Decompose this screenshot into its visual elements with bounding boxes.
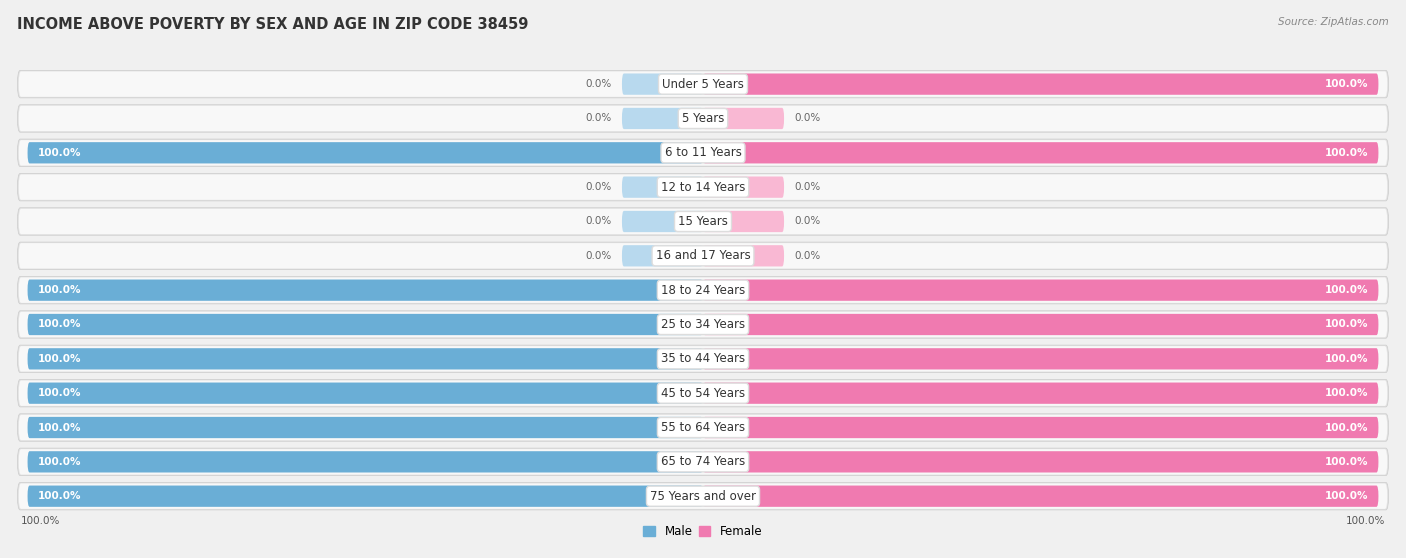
FancyBboxPatch shape [28,417,703,438]
FancyBboxPatch shape [18,483,1388,509]
FancyBboxPatch shape [18,140,1388,166]
FancyBboxPatch shape [28,314,703,335]
FancyBboxPatch shape [18,381,1388,406]
Text: 100.0%: 100.0% [1324,388,1368,398]
FancyBboxPatch shape [18,243,1388,268]
FancyBboxPatch shape [17,448,1389,475]
Text: 100.0%: 100.0% [1346,516,1385,526]
FancyBboxPatch shape [703,108,785,129]
FancyBboxPatch shape [17,414,1389,441]
FancyBboxPatch shape [703,176,785,198]
Text: 100.0%: 100.0% [21,516,60,526]
Text: 25 to 34 Years: 25 to 34 Years [661,318,745,331]
Text: 0.0%: 0.0% [585,217,612,227]
Text: 65 to 74 Years: 65 to 74 Years [661,455,745,468]
Text: INCOME ABOVE POVERTY BY SEX AND AGE IN ZIP CODE 38459: INCOME ABOVE POVERTY BY SEX AND AGE IN Z… [17,17,529,32]
FancyBboxPatch shape [703,211,785,232]
Text: 100.0%: 100.0% [38,457,82,467]
FancyBboxPatch shape [17,105,1389,132]
FancyBboxPatch shape [17,208,1389,235]
Text: 100.0%: 100.0% [1324,422,1368,432]
Text: Under 5 Years: Under 5 Years [662,78,744,90]
FancyBboxPatch shape [703,383,1378,404]
Legend: Male, Female: Male, Female [638,521,768,543]
Text: 6 to 11 Years: 6 to 11 Years [665,146,741,159]
FancyBboxPatch shape [28,451,703,473]
Text: 100.0%: 100.0% [38,148,82,158]
Text: 100.0%: 100.0% [38,388,82,398]
Text: 0.0%: 0.0% [585,79,612,89]
FancyBboxPatch shape [703,245,785,267]
Text: 55 to 64 Years: 55 to 64 Years [661,421,745,434]
FancyBboxPatch shape [17,70,1389,98]
FancyBboxPatch shape [621,108,703,129]
FancyBboxPatch shape [17,242,1389,270]
FancyBboxPatch shape [17,276,1389,304]
FancyBboxPatch shape [17,483,1389,510]
Text: 18 to 24 Years: 18 to 24 Years [661,283,745,297]
FancyBboxPatch shape [18,175,1388,200]
FancyBboxPatch shape [703,485,1378,507]
FancyBboxPatch shape [703,314,1378,335]
FancyBboxPatch shape [17,139,1389,166]
FancyBboxPatch shape [28,348,703,369]
Text: 100.0%: 100.0% [1324,285,1368,295]
Text: 100.0%: 100.0% [38,354,82,364]
Text: 35 to 44 Years: 35 to 44 Years [661,352,745,365]
FancyBboxPatch shape [18,277,1388,303]
Text: 45 to 54 Years: 45 to 54 Years [661,387,745,400]
Text: 100.0%: 100.0% [1324,320,1368,329]
Text: 100.0%: 100.0% [1324,148,1368,158]
FancyBboxPatch shape [621,245,703,267]
FancyBboxPatch shape [703,280,1378,301]
Text: 0.0%: 0.0% [585,113,612,123]
FancyBboxPatch shape [18,312,1388,337]
FancyBboxPatch shape [28,383,703,404]
FancyBboxPatch shape [703,348,1378,369]
Text: 0.0%: 0.0% [585,182,612,192]
Text: 100.0%: 100.0% [38,285,82,295]
Text: 75 Years and over: 75 Years and over [650,490,756,503]
Text: 100.0%: 100.0% [38,491,82,501]
Text: 5 Years: 5 Years [682,112,724,125]
FancyBboxPatch shape [28,485,703,507]
Text: 100.0%: 100.0% [38,422,82,432]
FancyBboxPatch shape [17,345,1389,373]
FancyBboxPatch shape [18,106,1388,131]
Text: 0.0%: 0.0% [794,113,821,123]
FancyBboxPatch shape [18,71,1388,97]
Text: 100.0%: 100.0% [1324,491,1368,501]
FancyBboxPatch shape [703,142,1378,163]
Text: Source: ZipAtlas.com: Source: ZipAtlas.com [1278,17,1389,27]
Text: 100.0%: 100.0% [1324,457,1368,467]
Text: 0.0%: 0.0% [585,251,612,261]
FancyBboxPatch shape [17,311,1389,338]
Text: 12 to 14 Years: 12 to 14 Years [661,181,745,194]
FancyBboxPatch shape [621,211,703,232]
Text: 100.0%: 100.0% [1324,79,1368,89]
FancyBboxPatch shape [28,280,703,301]
Text: 0.0%: 0.0% [794,182,821,192]
Text: 15 Years: 15 Years [678,215,728,228]
FancyBboxPatch shape [28,142,703,163]
FancyBboxPatch shape [703,451,1378,473]
FancyBboxPatch shape [703,74,1378,95]
Text: 16 and 17 Years: 16 and 17 Years [655,249,751,262]
FancyBboxPatch shape [621,176,703,198]
Text: 0.0%: 0.0% [794,217,821,227]
FancyBboxPatch shape [17,379,1389,407]
FancyBboxPatch shape [18,346,1388,372]
Text: 100.0%: 100.0% [1324,354,1368,364]
FancyBboxPatch shape [18,449,1388,474]
FancyBboxPatch shape [621,74,703,95]
FancyBboxPatch shape [18,415,1388,440]
FancyBboxPatch shape [18,209,1388,234]
FancyBboxPatch shape [703,417,1378,438]
Text: 0.0%: 0.0% [794,251,821,261]
FancyBboxPatch shape [17,174,1389,201]
Text: 100.0%: 100.0% [38,320,82,329]
